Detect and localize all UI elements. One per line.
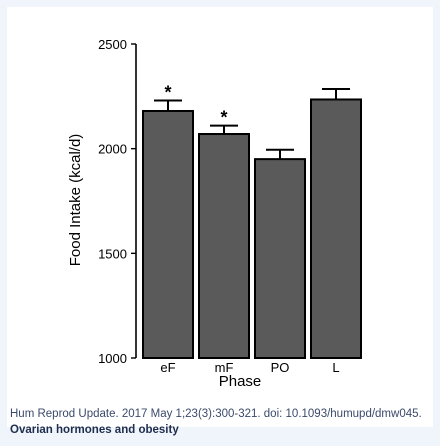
y-tick-label: 2500 [98, 37, 127, 52]
y-axis-label: Food Intake (kcal/d) [67, 134, 84, 267]
bars: ** [142, 83, 362, 360]
y-tick-label: 2000 [98, 142, 127, 157]
caption-citation: Hum Reprod Update. 2017 May 1;23(3):300-… [10, 408, 422, 420]
y-tick-label: 1000 [98, 351, 127, 366]
x-axis-label: Phase [219, 373, 262, 390]
y-ticks: 1000 1500 2000 2500 [98, 37, 136, 366]
x-tick-label: mF [215, 360, 234, 375]
bar-L [310, 98, 362, 360]
x-tick-label: L [332, 360, 339, 375]
x-tick-label: eF [160, 360, 175, 375]
significance-marker: * [220, 108, 227, 128]
significance-marker: * [164, 83, 171, 103]
figure-caption: Hum Reprod Update. 2017 May 1;23(3):300-… [10, 406, 438, 438]
x-tick-labels: eF mF PO L [160, 360, 339, 375]
caption-title[interactable]: Ovarian hormones and obesity [10, 424, 179, 436]
y-tick-label: 1500 [98, 246, 127, 261]
bar-eF [142, 109, 194, 359]
bar-mF [198, 133, 250, 359]
x-tick-label: PO [271, 360, 290, 375]
bar-PO [254, 158, 306, 359]
